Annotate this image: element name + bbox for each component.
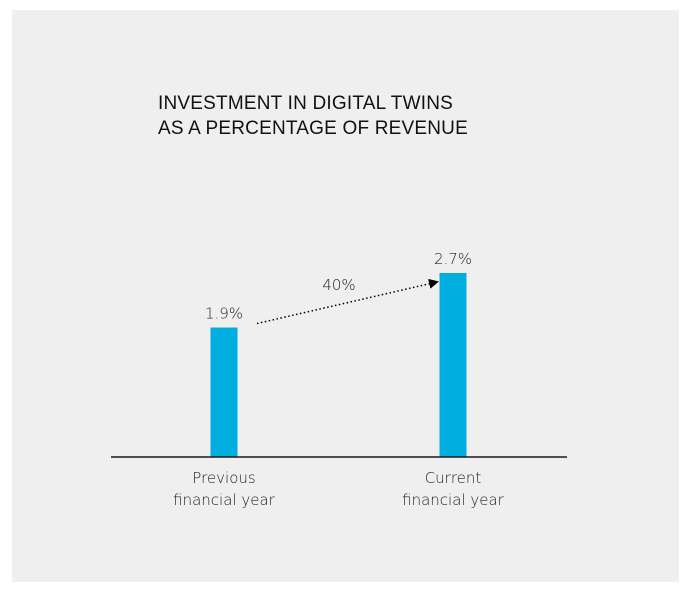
bar-0 [210,327,238,457]
growth-arrow [256,278,439,325]
chart-card: INVESTMENT IN DIGITAL TWINS AS A PERCENT… [12,10,679,582]
chart-title: INVESTMENT IN DIGITAL TWINS AS A PERCENT… [12,91,679,141]
category-labels-layer: Previous financial year Current financial y… [173,469,504,509]
growth-label: 40% [322,276,355,294]
growth-annotation: 40% [256,276,439,325]
value-label-0: 1.9% [205,305,243,323]
category-label-1-line-1: financial year [402,491,504,509]
category-label-0-line-0: Previous [192,469,255,487]
value-label-1: 2.7% [434,250,472,268]
category-label-0-line-1: financial year [173,491,275,509]
chart-title-line-2: AS A PERCENTAGE OF REVENUE [158,118,468,139]
category-label-1-line-0: Current [425,469,482,487]
value-labels-layer: 1.9% 2.7% [205,250,472,323]
chart-title-line-1: INVESTMENT IN DIGITAL TWINS [158,93,454,114]
bars-layer [210,273,467,457]
bar-1 [439,273,467,457]
